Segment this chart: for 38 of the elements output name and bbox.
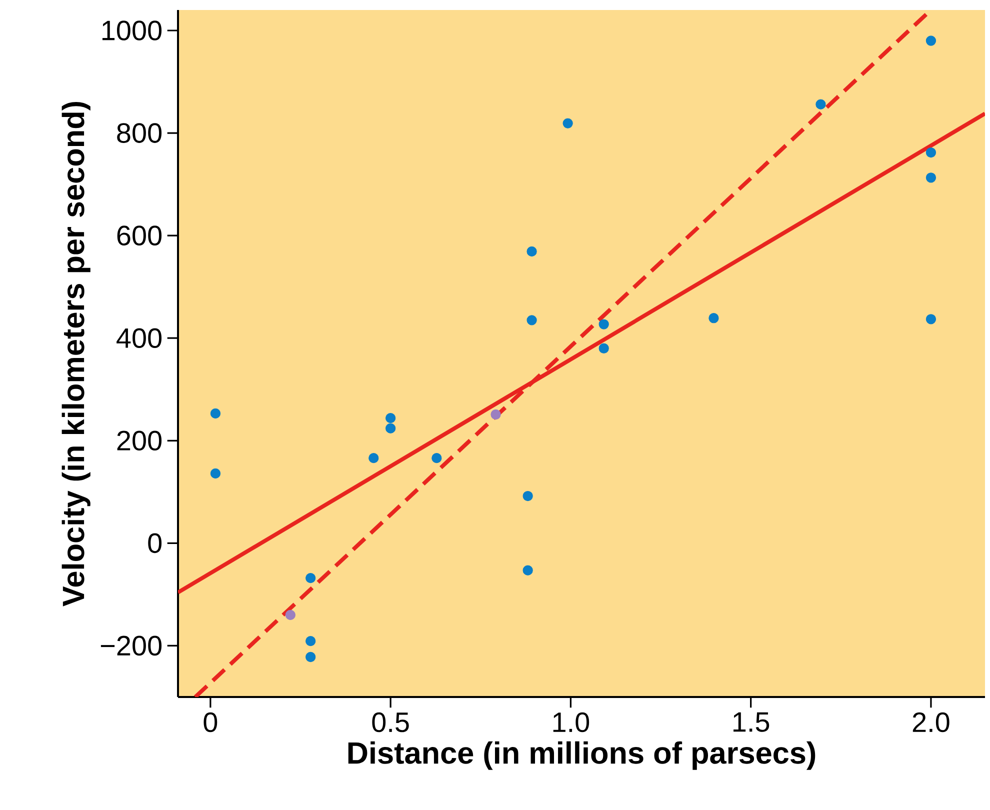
point — [522, 565, 533, 576]
point — [432, 453, 442, 464]
point — [562, 118, 573, 128]
point — [210, 468, 221, 479]
y-tick-label: 1000 — [102, 20, 162, 40]
point — [306, 652, 316, 662]
x-tick-label: 0.5 — [372, 712, 409, 732]
point — [598, 319, 609, 330]
y-tick-label: −200 — [100, 636, 162, 656]
y-tick-label: 400 — [116, 328, 162, 348]
x-tick-label: 2.0 — [912, 712, 950, 732]
point — [210, 408, 221, 419]
point — [926, 172, 936, 183]
x-axis-title: Distance (in millions of parsecs) — [348, 741, 816, 770]
y-tick-label: 600 — [117, 226, 162, 246]
point — [816, 99, 826, 110]
point — [926, 147, 936, 158]
y-tick-label: 800 — [117, 123, 162, 143]
point — [385, 423, 396, 434]
y-axis-title: Velocity (in kilometers per second) — [62, 102, 90, 606]
point — [526, 315, 537, 326]
point — [490, 409, 501, 420]
y-tick-label: 200 — [117, 430, 162, 451]
point — [926, 314, 936, 324]
point — [708, 313, 719, 324]
y-tick-label: 0 — [148, 533, 162, 554]
point — [385, 413, 396, 424]
point — [306, 636, 316, 646]
point — [598, 343, 609, 354]
point — [926, 36, 936, 46]
point — [522, 490, 533, 502]
x-tick-label: 1.0 — [553, 712, 590, 732]
x-tick-label: 1.5 — [734, 712, 770, 732]
point — [285, 610, 296, 620]
point — [306, 572, 316, 584]
x-tick-label: 0 — [204, 712, 218, 732]
point — [526, 246, 537, 257]
point — [368, 453, 379, 464]
